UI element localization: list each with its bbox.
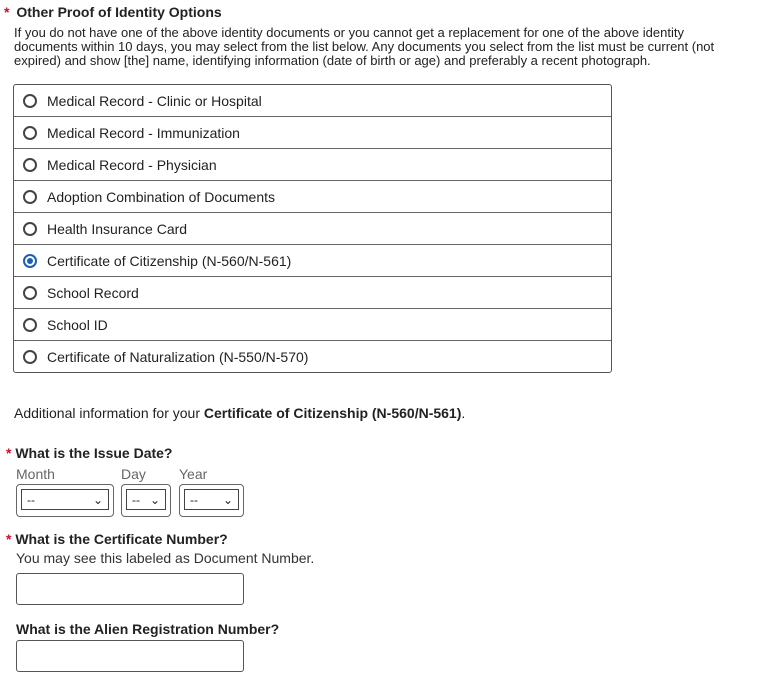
chevron-down-icon: ⌄ (149, 492, 160, 507)
option-item[interactable]: School ID (14, 308, 611, 340)
certificate-question: What is the Certificate Number? (15, 531, 228, 547)
alien-number-input[interactable] (16, 640, 244, 672)
required-mark: * (6, 445, 12, 461)
radio-button[interactable] (23, 349, 37, 364)
day-select[interactable]: -- ⌄ (126, 489, 166, 510)
option-label: Medical Record - Clinic or Hospital (47, 92, 262, 109)
day-label: Day (121, 466, 146, 482)
issue-date-question: What is the Issue Date? (15, 445, 173, 461)
day-value: -- (132, 492, 140, 507)
section-title: Other Proof of Identity Options (16, 4, 222, 20)
option-item[interactable]: Medical Record - Immunization (14, 116, 611, 148)
chevron-down-icon: ⌄ (92, 492, 103, 507)
option-label: Certificate of Naturalization (N-550/N-5… (47, 348, 309, 365)
option-label: School ID (47, 316, 108, 333)
radio-button[interactable] (23, 189, 37, 204)
identity-options-list: Medical Record - Clinic or Hospital Medic… (13, 84, 612, 373)
certificate-hint: You may see this labeled as Document Num… (16, 550, 315, 566)
radio-button[interactable] (23, 221, 37, 236)
option-label: Medical Record - Immunization (47, 124, 240, 141)
radio-button[interactable] (23, 157, 37, 172)
radio-button[interactable] (23, 93, 37, 108)
year-value: -- (190, 492, 198, 507)
year-select[interactable]: -- ⌄ (184, 489, 239, 510)
required-mark: * (4, 4, 10, 20)
additional-prefix: Additional information for your (14, 405, 204, 421)
section-header: * Other Proof of Identity Options (4, 4, 222, 20)
month-value: -- (27, 492, 35, 507)
option-item[interactable]: Health Insurance Card (14, 212, 611, 244)
option-item[interactable]: Certificate of Citizenship (N-560/N-561) (14, 244, 611, 276)
radio-button[interactable] (23, 317, 37, 332)
month-label: Month (16, 466, 55, 482)
option-label: Adoption Combination of Documents (47, 188, 276, 205)
alien-question: What is the Alien Registration Number? (16, 621, 280, 637)
year-label: Year (179, 466, 208, 482)
additional-doc: Certificate of Citizenship (N-560/N-561) (203, 405, 462, 421)
radio-button[interactable] (23, 285, 37, 300)
additional-info: Additional information for your Certific… (14, 405, 465, 421)
option-item[interactable]: Adoption Combination of Documents (14, 180, 611, 212)
radio-button[interactable] (23, 253, 37, 268)
chevron-down-icon: ⌄ (222, 492, 233, 507)
option-item[interactable]: Certificate of Naturalization (N-550/N-5… (14, 340, 611, 372)
month-select[interactable]: -- ⌄ (21, 489, 109, 510)
radio-button[interactable] (23, 125, 37, 140)
required-mark: * (6, 531, 12, 547)
option-label: Certificate of Citizenship (N-560/N-561) (47, 252, 292, 269)
option-label: School Record (47, 284, 139, 301)
option-item[interactable]: Medical Record - Physician (14, 148, 611, 180)
additional-suffix: . (461, 405, 466, 421)
option-item[interactable]: School Record (14, 276, 611, 308)
option-label: Medical Record - Physician (47, 156, 217, 173)
option-item[interactable]: Medical Record - Clinic or Hospital (14, 85, 611, 116)
certificate-number-input[interactable] (16, 573, 244, 605)
section-intro: If you do not have one of the above iden… (14, 25, 715, 68)
option-label: Health Insurance Card (47, 220, 188, 237)
